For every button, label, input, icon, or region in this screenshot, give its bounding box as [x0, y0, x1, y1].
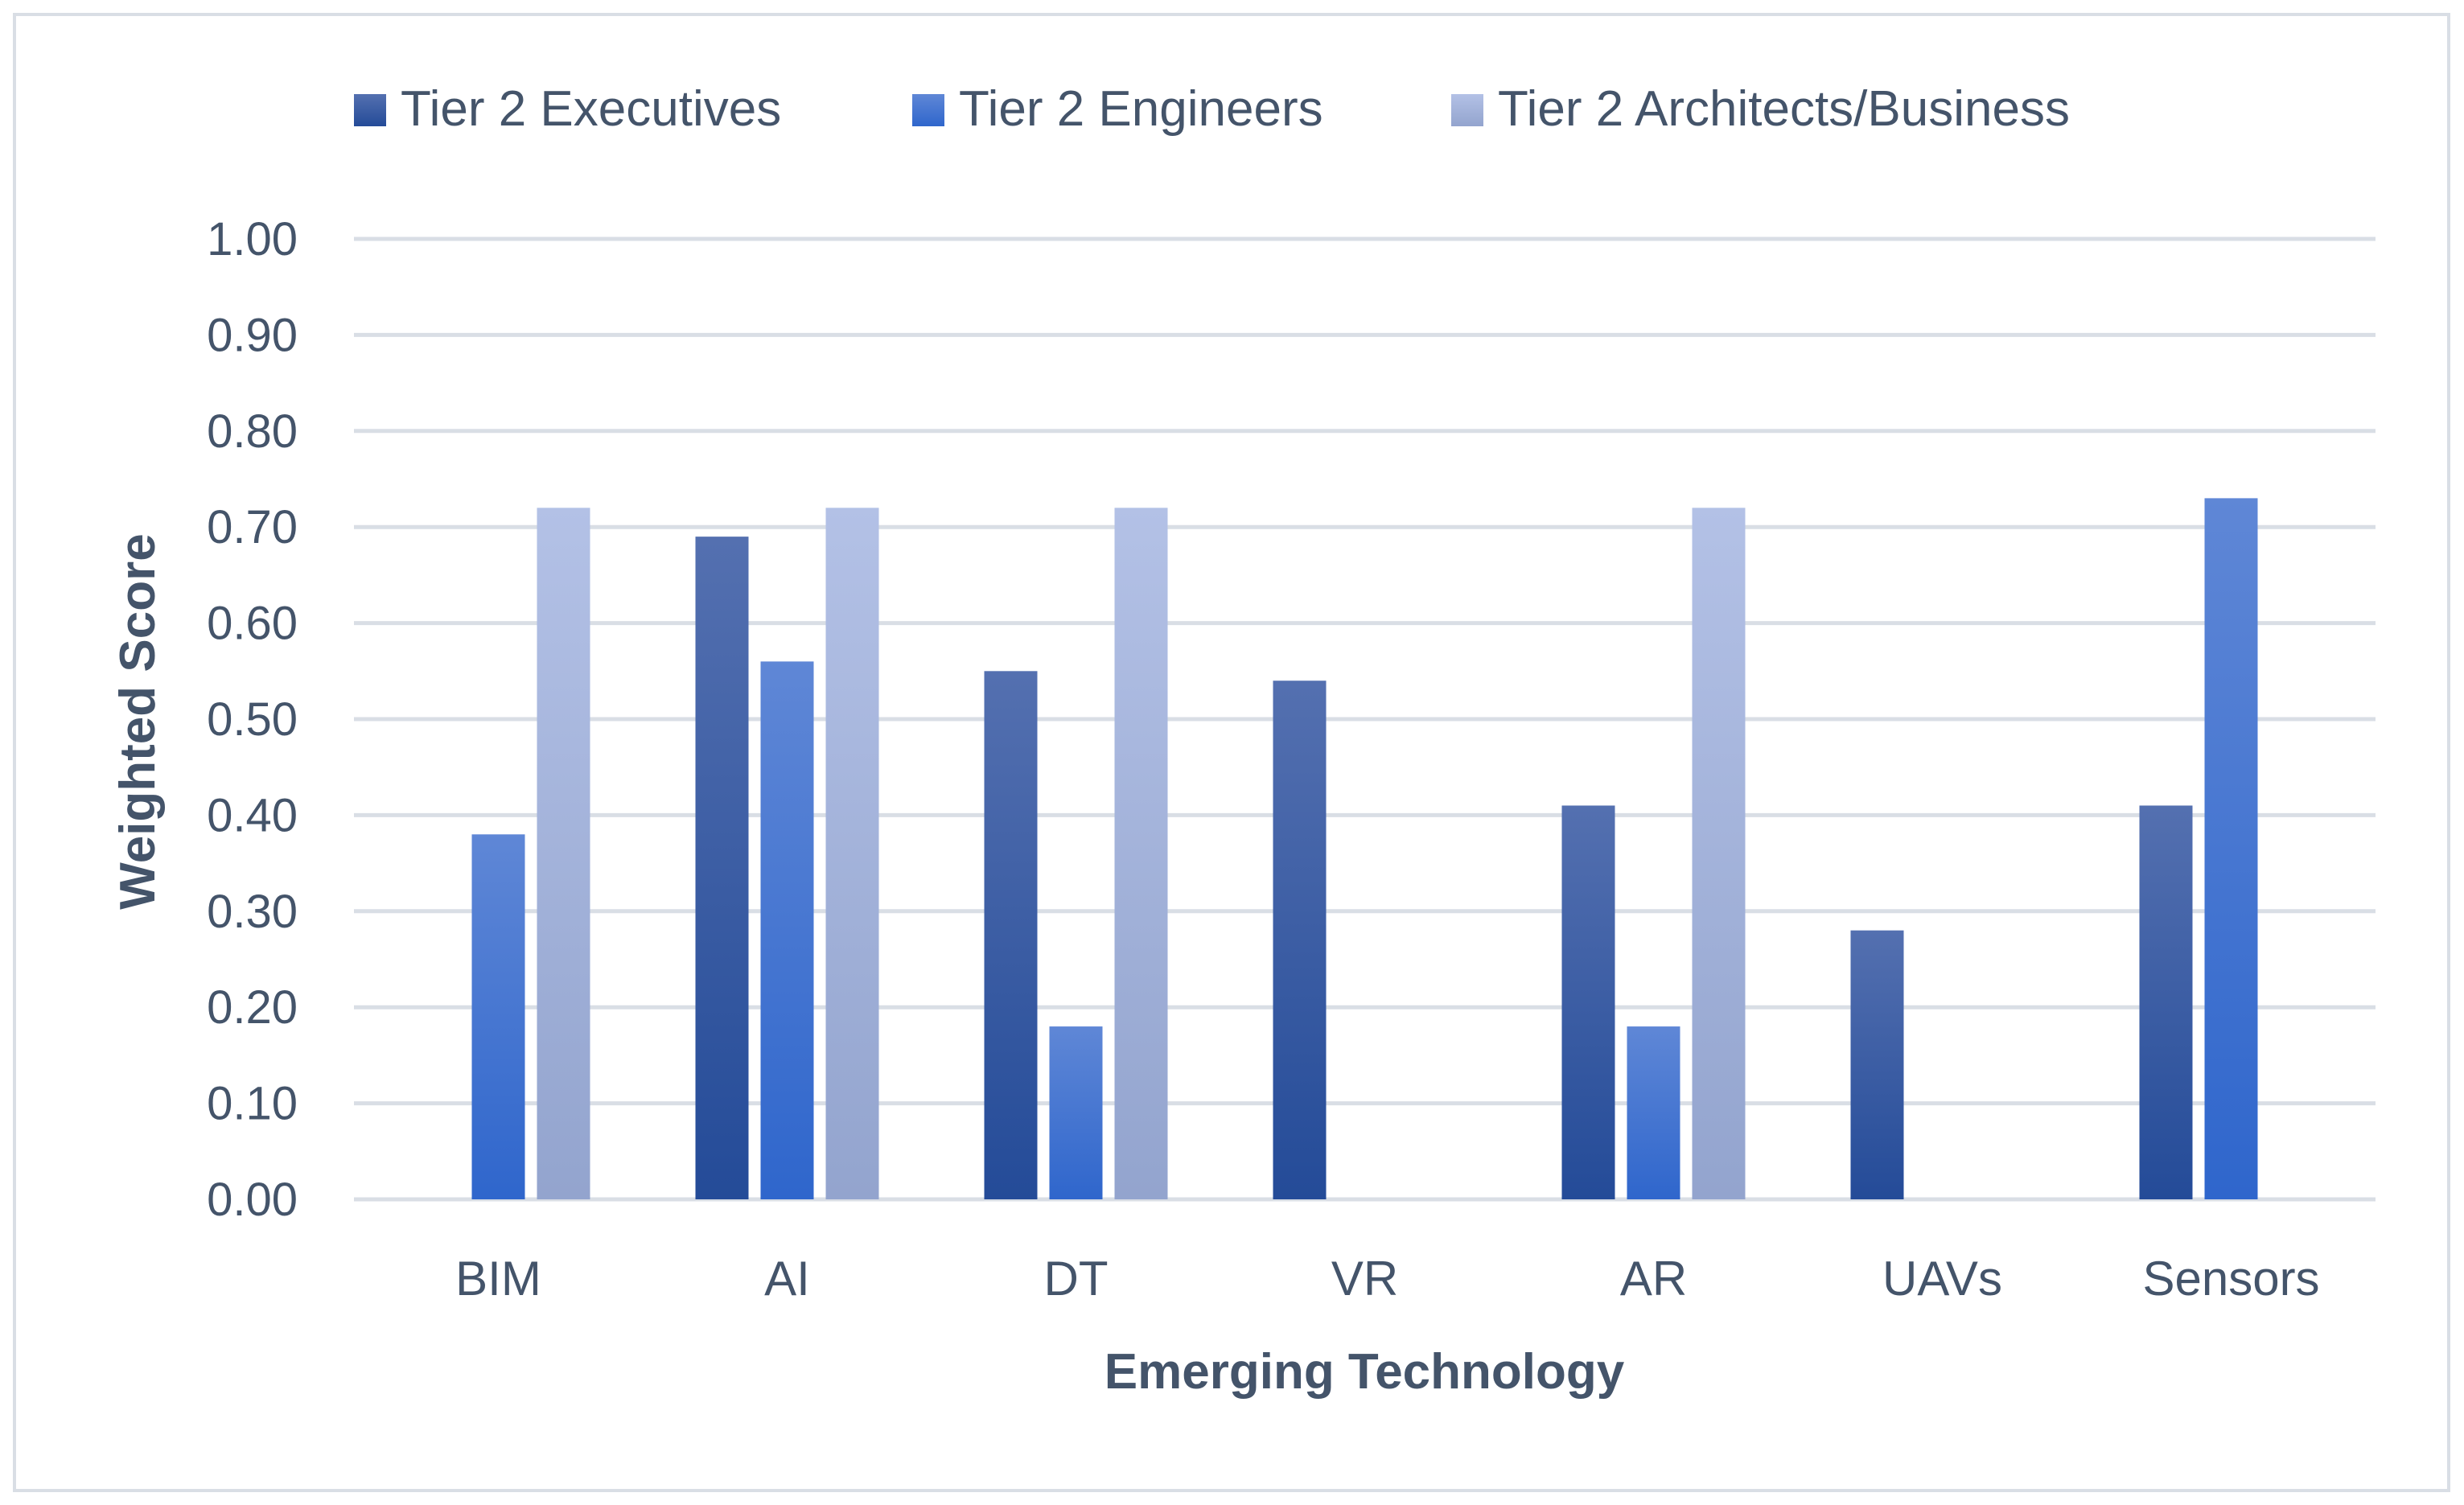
bars	[471, 498, 2258, 1199]
y-tick-label: 0.90	[207, 309, 298, 361]
y-tick-label: 0.30	[207, 886, 298, 938]
legend-label: Tier 2 Architects/Business	[1498, 81, 2070, 137]
gridlines	[354, 236, 2376, 1202]
x-category-label: VR	[1331, 1252, 1398, 1306]
legend-swatch	[912, 94, 944, 126]
x-category-label: AR	[1620, 1252, 1687, 1306]
x-axis-category-labels: BIM AI DT VR AR UAVs Sensors	[455, 1252, 2319, 1306]
x-category-label: UAVs	[1882, 1252, 2002, 1306]
y-tick-label: 0.50	[207, 693, 298, 746]
y-tick-label: 0.10	[207, 1078, 298, 1130]
bar-tier-2-architects-business-dt	[1114, 508, 1168, 1199]
bar-tier-2-engineers-ar	[1627, 1026, 1680, 1199]
bar-tier-2-engineers-ai	[760, 661, 814, 1199]
y-axis-tick-labels: 0.00 0.10 0.20 0.30 0.40 0.50 0.60 0.70 0.80 0.90…	[207, 213, 298, 1226]
legend-swatch	[1451, 94, 1483, 126]
x-category-label: BIM	[455, 1252, 541, 1306]
bar-tier-2-executives-dt	[984, 671, 1038, 1199]
bar-tier-2-engineers-dt	[1049, 1026, 1103, 1199]
y-tick-label: 0.00	[207, 1174, 298, 1226]
bar-tier-2-engineers-sensors	[2204, 498, 2258, 1199]
legend-label: Tier 2 Executives	[401, 81, 781, 137]
y-tick-label: 0.60	[207, 598, 298, 650]
legend-swatch	[354, 94, 386, 126]
y-tick-label: 1.00	[207, 213, 298, 265]
bar-tier-2-executives-sensors	[2139, 805, 2193, 1199]
y-tick-label: 0.20	[207, 981, 298, 1034]
bar-tier-2-architects-business-ar	[1692, 508, 1746, 1199]
y-tick-label: 0.80	[207, 405, 298, 458]
bar-tier-2-executives-uavs	[1850, 930, 1904, 1199]
y-axis-title: Weighted Score	[110, 533, 166, 909]
y-tick-label: 0.40	[207, 789, 298, 841]
legend-label: Tier 2 Engineers	[959, 81, 1323, 137]
x-axis-title: Emerging Technology	[1104, 1344, 1625, 1400]
x-category-label: Sensors	[2142, 1252, 2319, 1306]
bar-tier-2-engineers-bim	[471, 834, 525, 1199]
legend: Tier 2 Executives Tier 2 Engineers Tier 2 …	[354, 81, 2070, 137]
bar-tier-2-executives-ai	[695, 537, 749, 1199]
bar-tier-2-architects-business-bim	[537, 508, 590, 1199]
x-category-label: DT	[1044, 1252, 1109, 1306]
bar-tier-2-executives-ar	[1561, 805, 1615, 1199]
bar-tier-2-architects-business-ai	[825, 508, 879, 1199]
bar-tier-2-executives-vr	[1273, 681, 1327, 1199]
x-category-label: AI	[764, 1252, 810, 1306]
y-tick-label: 0.70	[207, 501, 298, 553]
chart-frame	[13, 13, 2450, 1492]
